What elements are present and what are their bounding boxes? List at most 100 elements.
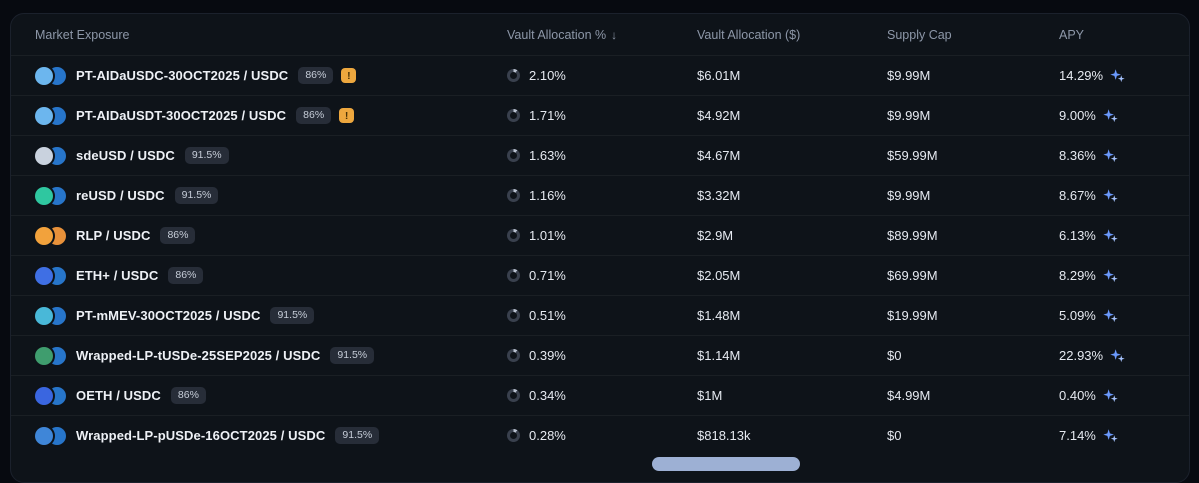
sparkle-icon[interactable] [1110,68,1125,83]
vault-allocation-usd-value: $1M [697,388,723,403]
table-row[interactable]: PT-AIDaUSDT-30OCT2025 / USDC 86% ! 1.71%… [11,95,1189,135]
supply-cap-value: $9.99M [887,188,931,203]
vault-allocation-usd-cell: $1.14M [697,348,887,363]
token-icon-primary [35,426,53,445]
apy-cell: 5.09% [1059,308,1165,323]
vault-allocation-pct-cell: 0.71% [507,268,697,283]
token-icon-secondary [48,226,66,245]
ltv-badge: 86% [298,66,334,85]
supply-cap-value: $0 [887,348,902,363]
column-header-market-exposure[interactable]: Market Exposure [35,28,507,42]
market-cell: Wrapped-LP-pUSDe-16OCT2025 / USDC 91.5% [35,426,507,445]
supply-cap-value: $19.99M [887,308,938,323]
apy-value: 6.13% [1059,228,1096,243]
table-row[interactable]: PT-mMEV-30OCT2025 / USDC 91.5% 0.51% $1.… [11,295,1189,335]
token-icon-primary [35,66,53,85]
market-name: reUSD / USDC [76,188,165,203]
allocation-pie-icon [507,149,520,162]
apy-cell: 22.93% [1059,348,1165,363]
vault-allocation-usd-cell: $6.01M [697,68,887,83]
vault-allocation-usd-cell: $2.05M [697,268,887,283]
supply-cap-cell: $9.99M [887,108,1059,123]
column-header-vault-allocation-pct[interactable]: Vault Allocation % ↓ [507,28,697,42]
column-header-label: Market Exposure [35,27,130,42]
vault-allocation-pct-cell: 1.63% [507,148,697,163]
supply-cap-cell: $9.99M [887,188,1059,203]
horizontal-scrollbar-thumb[interactable] [652,457,800,471]
token-icon-primary [35,266,53,285]
table-row[interactable]: sdeUSD / USDC 91.5% 1.63% $4.67M $59.99M… [11,135,1189,175]
vault-allocation-pct-cell: 0.51% [507,308,697,323]
token-pair [35,346,66,365]
sparkle-icon[interactable] [1103,388,1118,403]
sparkle-icon[interactable] [1103,308,1118,323]
supply-cap-cell: $4.99M [887,388,1059,403]
vault-allocation-pct-value: 1.16% [529,188,566,203]
apy-cell: 6.13% [1059,228,1165,243]
table-row[interactable]: reUSD / USDC 91.5% 1.16% $3.32M $9.99M 8… [11,175,1189,215]
supply-cap-value: $69.99M [887,268,938,283]
token-pair [35,266,66,285]
table-row[interactable]: RLP / USDC 86% 1.01% $2.9M $89.99M 6.13% [11,215,1189,255]
column-header-vault-allocation-usd[interactable]: Vault Allocation ($) [697,28,887,42]
supply-cap-value: $9.99M [887,68,931,83]
market-cell: PT-mMEV-30OCT2025 / USDC 91.5% [35,306,507,325]
market-name: RLP / USDC [76,228,151,243]
supply-cap-cell: $9.99M [887,68,1059,83]
allocation-pie-icon [507,69,520,82]
ltv-badge: 86% [170,386,206,405]
token-pair [35,146,66,165]
vault-allocation-usd-value: $2.9M [697,228,734,243]
token-icon-secondary [48,386,66,405]
token-icon-secondary [48,66,66,85]
sort-desc-icon[interactable]: ↓ [611,27,618,42]
table-header-row: Market Exposure Vault Allocation % ↓ Vau… [11,14,1189,55]
warning-icon[interactable]: ! [339,108,355,123]
vault-allocation-usd-value: $3.32M [697,188,741,203]
market-name: OETH / USDC [76,388,161,403]
vault-allocation-pct-value: 1.63% [529,148,566,163]
table-row[interactable]: Wrapped-LP-pUSDe-16OCT2025 / USDC 91.5% … [11,415,1189,455]
warning-icon[interactable]: ! [341,68,357,83]
vault-allocation-pct-value: 2.10% [529,68,566,83]
sparkle-icon[interactable] [1103,228,1118,243]
vault-allocation-usd-value: $2.05M [697,268,741,283]
vault-allocation-usd-cell: $4.92M [697,108,887,123]
token-icon-secondary [48,146,66,165]
vault-allocation-pct-cell: 0.34% [507,388,697,403]
token-pair [35,66,66,85]
token-pair [35,226,66,245]
token-pair [35,186,66,205]
token-icon-primary [35,146,53,165]
token-icon-primary [35,186,53,205]
sparkle-icon[interactable] [1103,148,1118,163]
supply-cap-cell: $89.99M [887,228,1059,243]
supply-cap-value: $0 [887,428,902,443]
sparkle-icon[interactable] [1103,108,1118,123]
table-row[interactable]: Wrapped-LP-tUSDe-25SEP2025 / USDC 91.5% … [11,335,1189,375]
apy-cell: 7.14% [1059,428,1165,443]
table-row[interactable]: OETH / USDC 86% 0.34% $1M $4.99M 0.40% [11,375,1189,415]
vault-allocation-usd-value: $6.01M [697,68,741,83]
token-icon-secondary [48,426,66,445]
table-row[interactable]: ETH+ / USDC 86% 0.71% $2.05M $69.99M 8.2… [11,255,1189,295]
table-body: PT-AIDaUSDC-30OCT2025 / USDC 86% ! 2.10%… [11,55,1189,455]
sparkle-icon[interactable] [1103,428,1118,443]
sparkle-icon[interactable] [1103,268,1118,283]
token-icon-primary [35,386,53,405]
sparkle-icon[interactable] [1110,348,1125,363]
sparkle-icon[interactable] [1103,188,1118,203]
supply-cap-value: $89.99M [887,228,938,243]
apy-value: 9.00% [1059,108,1096,123]
vault-allocation-usd-value: $4.67M [697,148,741,163]
apy-cell: 8.29% [1059,268,1165,283]
vault-allocation-pct-cell: 0.28% [507,428,697,443]
column-header-apy[interactable]: APY [1059,28,1165,42]
ltv-badge: 86% [160,226,196,245]
supply-cap-cell: $0 [887,348,1059,363]
market-cell: RLP / USDC 86% [35,226,507,245]
token-icon-secondary [48,346,66,365]
table-row[interactable]: PT-AIDaUSDC-30OCT2025 / USDC 86% ! 2.10%… [11,55,1189,95]
market-cell: ETH+ / USDC 86% [35,266,507,285]
column-header-supply-cap[interactable]: Supply Cap [887,28,1059,42]
